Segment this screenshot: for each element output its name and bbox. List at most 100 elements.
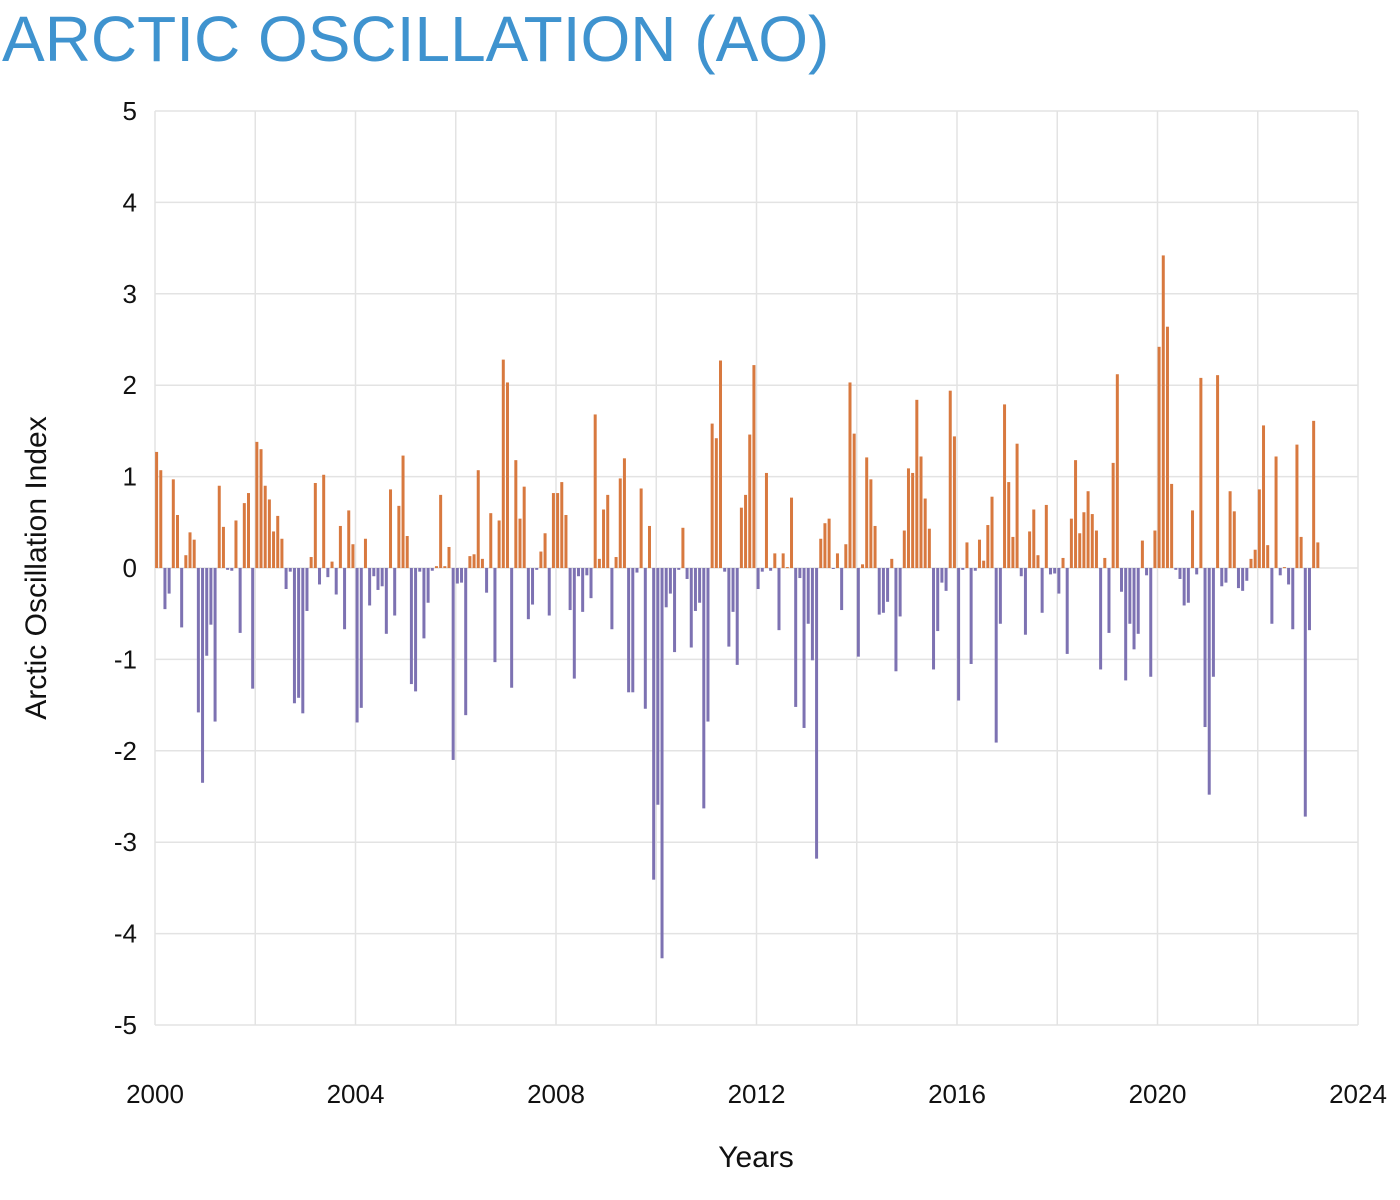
x-axis-ticks: 2000 2004 2008 2012 2016 2020 2024 bbox=[126, 1079, 1387, 1109]
bar bbox=[622, 458, 626, 568]
bar bbox=[631, 568, 635, 693]
bars bbox=[155, 255, 1320, 959]
bar bbox=[902, 530, 906, 568]
bar bbox=[234, 520, 238, 568]
bar bbox=[497, 520, 501, 568]
bar bbox=[251, 568, 255, 689]
bar bbox=[1270, 568, 1274, 624]
bar bbox=[639, 488, 643, 568]
bar bbox=[1316, 542, 1320, 568]
bar bbox=[434, 566, 438, 568]
bar bbox=[785, 567, 789, 569]
bar bbox=[798, 568, 802, 579]
bar bbox=[380, 568, 384, 587]
bar bbox=[192, 539, 196, 568]
bar bbox=[589, 568, 593, 599]
bar bbox=[188, 532, 192, 568]
bar bbox=[927, 528, 931, 568]
bar bbox=[221, 526, 225, 568]
bar bbox=[1032, 509, 1036, 568]
bar bbox=[384, 568, 388, 634]
bar bbox=[1011, 536, 1015, 568]
bar bbox=[451, 568, 455, 760]
bar bbox=[526, 568, 530, 620]
bar bbox=[994, 568, 998, 743]
bar bbox=[698, 568, 702, 603]
bar bbox=[455, 568, 459, 584]
bar bbox=[1128, 568, 1132, 624]
bar bbox=[309, 557, 313, 568]
bar bbox=[965, 542, 969, 568]
bar bbox=[877, 568, 881, 615]
bar bbox=[1094, 530, 1098, 568]
bar bbox=[714, 438, 718, 568]
bar bbox=[418, 568, 422, 572]
bar bbox=[744, 494, 748, 568]
bar bbox=[727, 568, 731, 647]
bar bbox=[915, 399, 919, 568]
bar bbox=[932, 568, 936, 670]
bar bbox=[748, 434, 752, 568]
bar bbox=[297, 568, 301, 698]
bar bbox=[861, 564, 865, 568]
grid bbox=[154, 110, 1359, 1026]
bar bbox=[1182, 568, 1186, 606]
bar bbox=[376, 568, 380, 590]
bar bbox=[1203, 568, 1207, 728]
bar bbox=[514, 460, 518, 568]
bar bbox=[790, 497, 794, 568]
bar bbox=[764, 472, 768, 568]
bar bbox=[301, 568, 305, 714]
bar bbox=[288, 568, 292, 572]
bar bbox=[635, 568, 639, 573]
bar bbox=[919, 456, 923, 568]
bar bbox=[906, 468, 910, 568]
bar bbox=[606, 494, 610, 568]
bar bbox=[1220, 568, 1224, 587]
bar bbox=[1262, 425, 1266, 568]
bar bbox=[389, 489, 393, 568]
bar bbox=[823, 523, 827, 568]
y-tick-label: 3 bbox=[123, 279, 137, 309]
bar bbox=[1307, 568, 1311, 631]
bar bbox=[1048, 568, 1052, 575]
bar bbox=[1287, 568, 1291, 585]
bar bbox=[351, 544, 355, 568]
bar bbox=[242, 503, 246, 568]
bar bbox=[1161, 255, 1165, 569]
bar bbox=[1086, 491, 1090, 568]
bar bbox=[1257, 489, 1261, 568]
bar bbox=[1170, 483, 1174, 568]
bar bbox=[401, 455, 405, 568]
bar bbox=[835, 553, 839, 568]
y-tick-label: -5 bbox=[114, 1010, 137, 1040]
bar bbox=[969, 568, 973, 664]
y-tick-label: -2 bbox=[114, 736, 137, 766]
bar bbox=[318, 568, 322, 585]
bar bbox=[1191, 510, 1195, 568]
bar bbox=[489, 513, 493, 568]
bar bbox=[990, 496, 994, 568]
bar bbox=[1023, 568, 1027, 635]
bar bbox=[1007, 482, 1011, 568]
bar bbox=[1120, 568, 1124, 592]
bar bbox=[280, 538, 284, 568]
bar bbox=[1211, 568, 1215, 677]
bar bbox=[1207, 568, 1211, 795]
bar bbox=[865, 457, 869, 568]
bar bbox=[522, 486, 526, 568]
bar bbox=[560, 482, 564, 568]
bar bbox=[292, 568, 296, 704]
bar bbox=[923, 498, 927, 568]
y-tick-label: 4 bbox=[123, 187, 137, 217]
bar bbox=[468, 556, 472, 568]
bar bbox=[576, 568, 580, 577]
y-tick-label: -1 bbox=[114, 644, 137, 674]
bar bbox=[977, 539, 981, 568]
bar bbox=[272, 531, 276, 568]
bar bbox=[1074, 460, 1078, 568]
bar bbox=[443, 566, 447, 568]
bar bbox=[815, 568, 819, 859]
bar bbox=[677, 568, 681, 570]
